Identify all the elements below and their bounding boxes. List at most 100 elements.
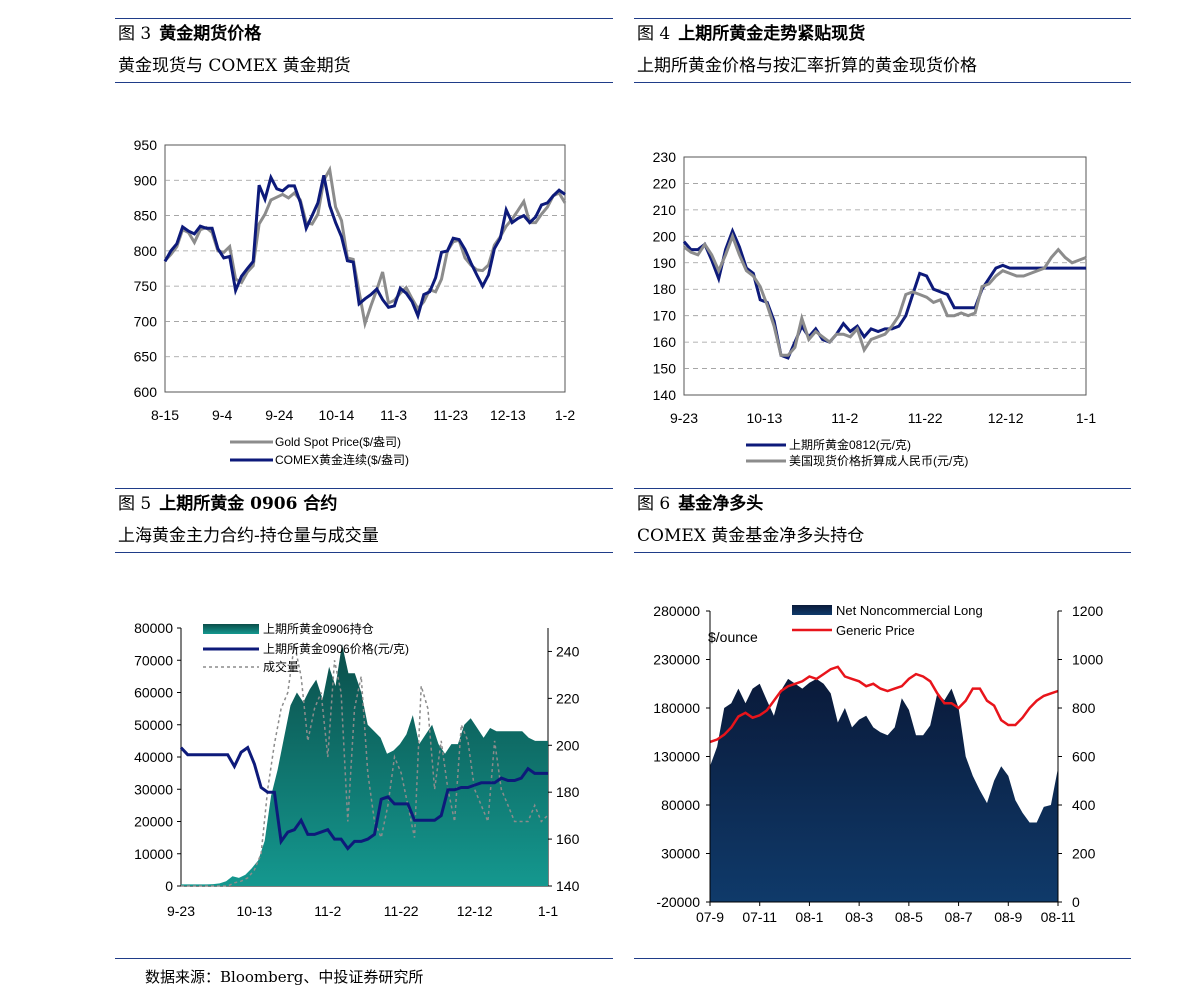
panel4-title-text: 基金净多头 — [678, 494, 764, 514]
y2-tick-label: 1200 — [1072, 603, 1103, 619]
x-tick-label: 07-11 — [742, 909, 777, 925]
y-tick-label: 40000 — [134, 749, 173, 765]
y-tick-label: 750 — [134, 278, 158, 294]
x-tick-label: 11-23 — [433, 407, 468, 423]
y-tick-label: 230 — [653, 149, 677, 165]
x-tick-label: 11-2 — [314, 903, 341, 919]
panel2-title-text: 上期所黄金走势紧贴现货 — [678, 24, 866, 44]
y-tick-label: 600 — [134, 384, 158, 400]
panel3-title: 图 5 上期所黄金 0906 合约 — [118, 494, 337, 514]
y2-tick-label: 200 — [1072, 846, 1096, 862]
y-tick-label: 0 — [165, 878, 173, 894]
series-line-1 — [163, 173, 566, 321]
y2-tick-label: 160 — [556, 831, 580, 847]
x-tick-label: 11-2 — [831, 410, 858, 426]
y-tick-label: 230000 — [653, 652, 700, 668]
panel4-top-rule — [634, 488, 1131, 489]
volume-line — [181, 643, 549, 887]
panel3-figure-number: 图 5 — [118, 494, 152, 514]
net-long-area — [710, 678, 1058, 902]
y-tick-label: 210 — [653, 202, 677, 218]
x-tick-label: 12-12 — [988, 410, 1024, 426]
y-tick-label: 10000 — [134, 846, 173, 862]
y-tick-label: 280000 — [653, 603, 700, 619]
legend-label: 美国现货价格折算成人民币(元/克) — [789, 453, 968, 468]
y2-tick-label: 180 — [556, 784, 580, 800]
comex-net-long-chart: -20000 30000 80000 130000 180000 230000 280000… — [653, 603, 1103, 925]
legend-label: Net Noncommercial Long — [836, 603, 983, 618]
x-tick-label: 08-11 — [1041, 909, 1076, 925]
panel4-figure-number: 图 6 — [637, 494, 671, 514]
panel3-subtitle: 上海黄金主力合约-持仓量与成交量 — [118, 526, 379, 546]
x-tick-label: 9-23 — [670, 410, 698, 426]
y-tick-label: 70000 — [134, 652, 173, 668]
legend-label: 上期所黄金0812(元/克) — [789, 437, 911, 452]
panel2-bottom-rule — [634, 82, 1131, 83]
y-tick-label: 650 — [134, 349, 158, 365]
x-tick-label: 11-3 — [380, 407, 407, 423]
y2-axis-label: $/ounce — [708, 629, 758, 645]
panel1-subtitle: 黄金现货与 COMEX 黄金期货 — [118, 56, 351, 76]
y-tick-label: 180 — [653, 281, 677, 297]
y-tick-label: 170 — [653, 308, 677, 324]
footer-rule-right — [634, 958, 1131, 959]
x-tick-label: 08-9 — [994, 909, 1022, 925]
y2-tick-label: 1000 — [1072, 652, 1103, 668]
series-line-1 — [683, 232, 1087, 357]
x-tick-label: 11-22 — [384, 903, 419, 919]
x-tick-label: 9-23 — [167, 903, 195, 919]
series-line-0 — [682, 226, 1086, 360]
panel2-figure-number: 图 4 — [637, 24, 671, 44]
panel1-title: 图 3 黄金期货价格 — [118, 24, 261, 44]
panel2-subtitle: 上期所黄金价格与按汇率折算的黄金现货价格 — [637, 56, 977, 76]
panel1-figure-number: 图 3 — [118, 24, 152, 44]
y2-tick-label: 0 — [1072, 894, 1080, 910]
generic-price-line — [709, 665, 1059, 744]
panel1-top-rule — [115, 18, 613, 19]
x-tick-label: 12-12 — [457, 903, 493, 919]
y-tick-label: 20000 — [134, 814, 173, 830]
source-note: 数据来源：Bloomberg、中投证券研究所 — [145, 968, 424, 986]
x-tick-label: 11-22 — [908, 410, 943, 426]
y2-tick-label: 400 — [1072, 797, 1096, 813]
x-tick-label: 10-14 — [319, 407, 355, 423]
plot-area — [164, 144, 566, 393]
x-tick-label: 1-1 — [538, 903, 558, 919]
x-tick-label: 9-4 — [212, 407, 232, 423]
x-tick-label: 10-13 — [746, 410, 782, 426]
x-tick-label: 08-5 — [895, 909, 923, 925]
y-tick-label: 160 — [653, 334, 677, 350]
y-tick-label: 140 — [653, 387, 677, 403]
panel3-bottom-rule — [115, 552, 613, 553]
y2-tick-label: 200 — [556, 737, 580, 753]
y-tick-label: 900 — [134, 172, 158, 188]
x-tick-label: 08-7 — [945, 909, 973, 925]
y-tick-label: 950 — [134, 137, 158, 153]
legend-label: 成交量 — [263, 659, 299, 674]
x-tick-label: 9-24 — [265, 407, 293, 423]
y-tick-label: 130000 — [653, 749, 700, 765]
y-tick-label: 80000 — [134, 620, 173, 636]
panel3-top-rule — [115, 488, 613, 489]
legend-label: 上期所黄金0906持仓 — [263, 621, 374, 636]
y-tick-label: 180000 — [653, 700, 700, 716]
x-tick-label: 10-13 — [236, 903, 272, 919]
shfe-0906-contract-chart: 0 10000 20000 30000 40000 50000 60000 70000 8000… — [134, 620, 580, 919]
x-tick-label: 08-1 — [795, 909, 823, 925]
y-tick-label: 30000 — [134, 781, 173, 797]
y-tick-label: 800 — [134, 243, 158, 259]
y2-tick-label: 600 — [1072, 749, 1096, 765]
legend-swatch-area — [792, 605, 832, 615]
legend-label: 上期所黄金0906价格(元/克) — [263, 641, 409, 656]
y2-tick-label: 140 — [556, 878, 580, 894]
panel4-bottom-rule — [634, 552, 1131, 553]
y-tick-label: 60000 — [134, 685, 173, 701]
panel3-title-text: 上期所黄金 0906 合约 — [159, 494, 338, 514]
x-tick-label: 1-2 — [555, 407, 575, 423]
y-tick-label: 220 — [653, 175, 677, 191]
panel1-bottom-rule — [115, 82, 613, 83]
legend-swatch-area — [203, 624, 259, 634]
y-tick-label: 150 — [653, 361, 677, 377]
price-line — [179, 745, 548, 851]
y2-tick-label: 220 — [556, 690, 580, 706]
